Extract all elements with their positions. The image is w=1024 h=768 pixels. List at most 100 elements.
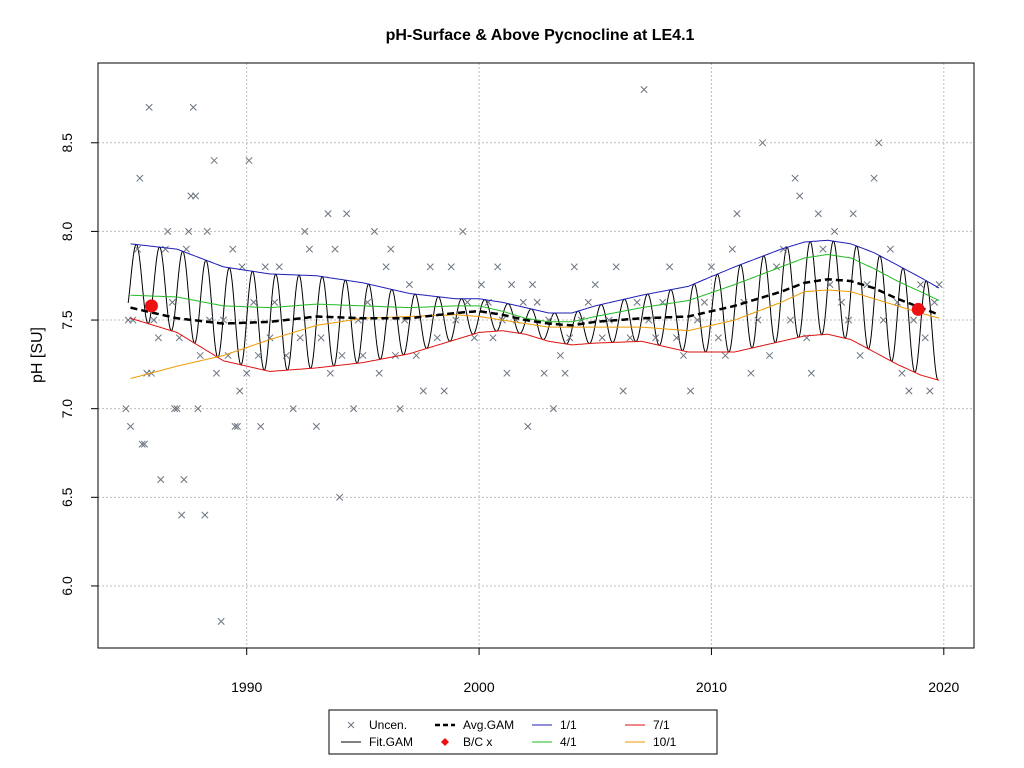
data-point [503, 369, 511, 377]
data-point [747, 369, 755, 377]
data-point [707, 263, 715, 271]
data-point [584, 298, 592, 306]
data-point [814, 210, 822, 218]
legend-label-s10: 10/1 [653, 735, 677, 749]
legend-symbol-bc [441, 738, 449, 746]
data-point [412, 351, 420, 360]
data-point [786, 316, 794, 324]
data-point [779, 245, 788, 253]
bc-point [144, 299, 158, 313]
data-point [289, 405, 297, 413]
data-point [161, 245, 169, 253]
data-point [180, 476, 188, 484]
data-point [231, 422, 239, 430]
data-point [570, 263, 578, 271]
data-point [296, 334, 304, 342]
data-point [470, 334, 478, 342]
data-point [566, 334, 574, 342]
data-point [312, 422, 320, 430]
legend: Uncen. Avg.GAM 1/1 7/1 Fit.GAM B/C x 4/1 10/1 [328, 709, 718, 755]
data-point [201, 511, 209, 519]
legend-label-uncen: Uncen. [369, 718, 407, 732]
data-point [489, 334, 497, 342]
data-point [275, 263, 283, 271]
data-point [419, 387, 427, 395]
data-point [679, 351, 688, 360]
data-point [819, 245, 827, 253]
data-point [150, 316, 158, 324]
bc-point [911, 302, 925, 316]
data-point [382, 263, 390, 271]
data-point [164, 227, 172, 235]
data-point [250, 298, 258, 306]
legend-box [328, 709, 718, 755]
data-point [261, 263, 269, 271]
data-point [171, 405, 179, 413]
data-point [229, 245, 237, 253]
data-point [791, 174, 799, 182]
data-point [930, 298, 939, 306]
data-point [217, 617, 225, 625]
data-point [898, 369, 906, 377]
data-point [831, 227, 839, 235]
data-point [326, 369, 334, 377]
data-point [549, 405, 557, 413]
data-point [556, 351, 564, 360]
data-point [796, 192, 804, 200]
data-point [391, 351, 399, 360]
data-point [243, 369, 251, 377]
data-point [605, 316, 613, 324]
data-point [203, 227, 211, 235]
data-point [633, 298, 641, 306]
data-point [194, 405, 202, 413]
legend-symbol-uncen [347, 721, 355, 729]
data-point [324, 210, 332, 218]
grid [98, 63, 974, 648]
data-point [126, 422, 135, 430]
data-point [136, 174, 144, 182]
data-point [282, 351, 290, 360]
data-point [693, 316, 702, 324]
data-point [838, 298, 846, 306]
data-point [254, 351, 262, 360]
y-tick-label: 6.0 [59, 576, 75, 596]
x-tick-label: 2000 [463, 679, 494, 695]
data-point [905, 387, 913, 395]
data-point [519, 298, 527, 306]
data-point [807, 369, 815, 377]
data-point [728, 245, 736, 253]
data-point [463, 298, 472, 306]
data-point [875, 139, 883, 147]
data-point [196, 351, 204, 360]
data-point [396, 405, 404, 413]
series-line-s4 [130, 253, 940, 323]
data-point [317, 334, 325, 342]
data-point [666, 263, 674, 271]
data-point [338, 351, 346, 360]
legend-label-s7: 7/1 [653, 718, 670, 732]
data-point [447, 263, 455, 271]
data-point [359, 351, 367, 360]
data-point [257, 422, 265, 430]
data-point [157, 476, 165, 484]
data-point [189, 103, 197, 111]
data-point [301, 227, 309, 235]
data-point [185, 227, 193, 235]
data-point [921, 334, 929, 342]
y-tick-label: 7.5 [59, 310, 75, 330]
data-point [154, 334, 162, 342]
data-point [926, 387, 934, 395]
data-point [826, 281, 834, 289]
fit-gam-line [127, 240, 939, 381]
data-point [168, 298, 176, 306]
data-point [350, 405, 358, 413]
data-point [459, 227, 467, 235]
data-point [714, 334, 722, 342]
series-line-s10 [130, 289, 940, 379]
data-point [700, 298, 709, 306]
data-point [212, 369, 221, 377]
legend-label-avg: Avg.GAM [463, 718, 514, 732]
data-point [508, 281, 516, 289]
data-point [910, 316, 918, 324]
data-point [533, 298, 541, 306]
